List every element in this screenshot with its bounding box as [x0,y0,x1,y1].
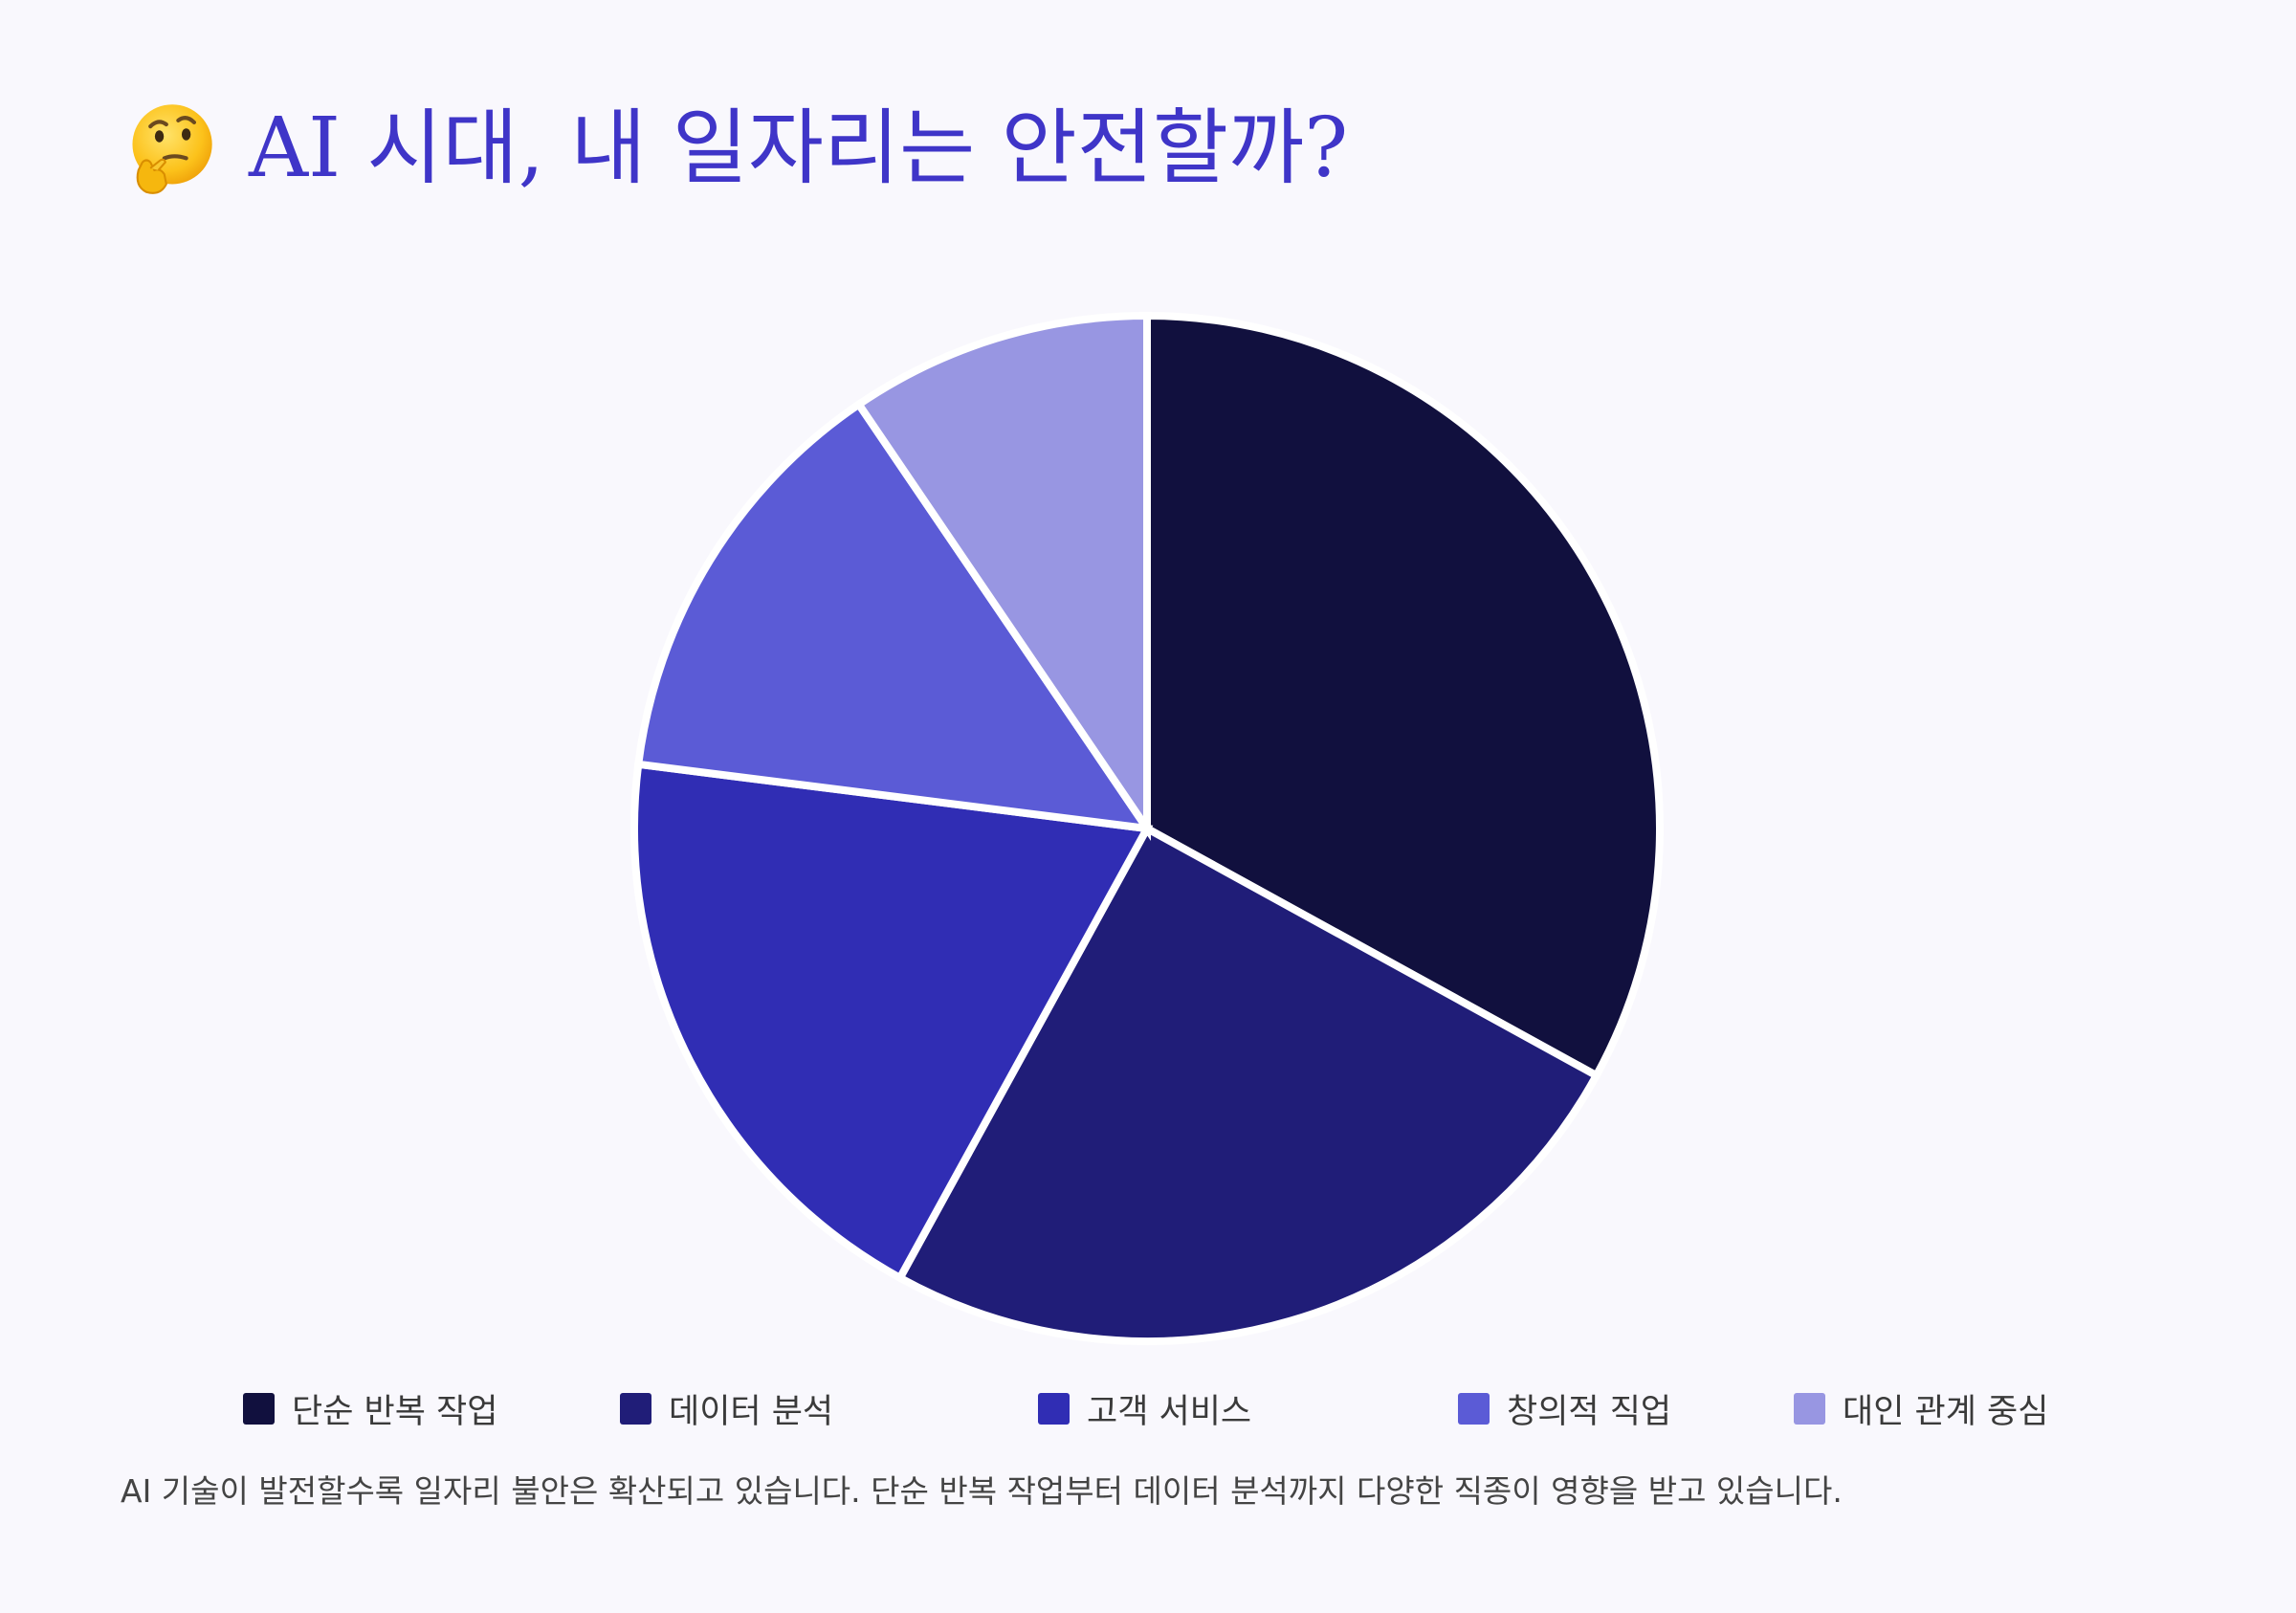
legend-label: 대인 관계 중심 [1843,1392,2049,1431]
legend-item-5[interactable]: 대인 관계 중심 [1794,1380,2048,1437]
legend-swatch [1458,1392,1490,1425]
legend-swatch [1794,1392,1825,1425]
legend-label: 고객 서비스 [1087,1392,1252,1431]
footer-description: AI 기술이 발전할수록 일자리 불안은 확산되고 있습니다. 단순 반복 작업… [121,1472,1843,1510]
pie-slice-4[interactable] [633,399,1156,834]
legend-swatch [243,1392,275,1425]
pie-slice-5[interactable] [853,311,1151,842]
pie-slice-1[interactable] [1143,311,1664,1081]
thinking-face-icon [132,104,212,194]
legend-item-3[interactable]: 고객 서비스 [1038,1380,1251,1437]
legend-label: 단순 반복 작업 [292,1392,498,1431]
chart-legend: 단순 반복 작업 데이터 분석 고객 서비스 창의적 직업 대인 관계 중심 [0,1380,2296,1437]
page-title: AI 시대, 내 일자리는 안전할까? [249,100,1349,196]
pie-slices [630,311,1664,1345]
legend-swatch [620,1392,651,1425]
page-title-row: AI 시대, 내 일자리는 안전할까? [121,96,1348,201]
legend-item-4[interactable]: 창의적 직업 [1458,1380,1671,1437]
pie-slice-2[interactable] [894,823,1602,1345]
legend-swatch [1038,1392,1070,1425]
pie-slice-3[interactable] [630,760,1154,1284]
legend-item-1[interactable]: 단순 반복 작업 [243,1380,497,1437]
legend-label: 데이터 분석 [669,1392,834,1431]
legend-item-2[interactable]: 데이터 분석 [620,1380,833,1437]
legend-label: 창의적 직업 [1507,1392,1672,1431]
